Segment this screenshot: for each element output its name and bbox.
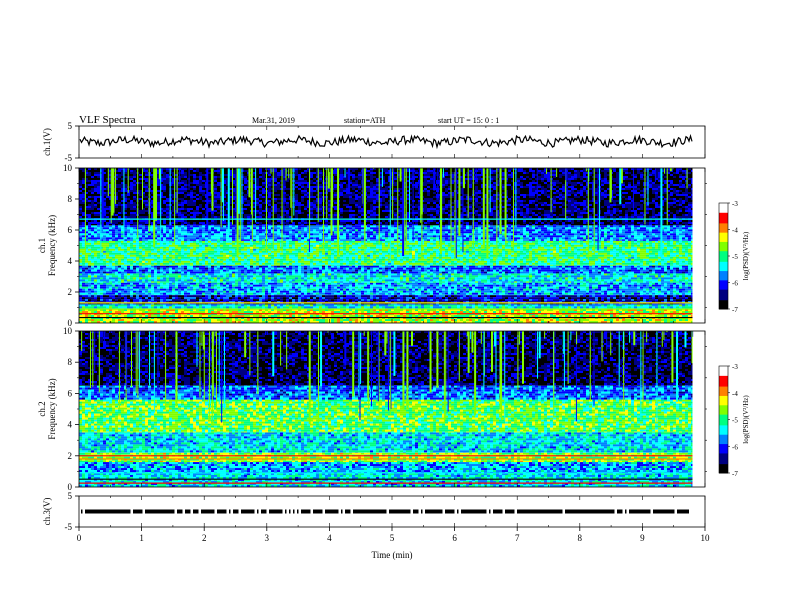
colorbar-tick-label: -3 — [732, 200, 738, 208]
colorbar-gradient — [719, 203, 728, 310]
y-axis-label: ch.2 — [37, 401, 47, 416]
y-tick-label: 5 — [68, 491, 73, 501]
ch3-signal-trace — [81, 510, 689, 514]
x-tick-label: 3 — [265, 533, 270, 543]
x-tick-label: 9 — [640, 533, 645, 543]
date-label: Mar.31, 2019 — [252, 116, 295, 125]
x-tick-label: 0 — [77, 533, 82, 543]
colorbars: -3 -4 -5 -6 -7 log(PSD)(V²/Hz) -3 -4 -5 -6 -7 log(P… — [719, 200, 750, 478]
y-tick-label: -5 — [65, 522, 73, 532]
colorbar-label: log(PSD)(V²/Hz) — [742, 395, 750, 444]
y-tick-label: 4 — [68, 256, 73, 266]
panel-ch1_waveform: 5 -5 ch.1(V) — [42, 121, 705, 163]
ch1-waveform-trace — [80, 136, 692, 147]
spectrogram-cells — [79, 168, 692, 323]
colorbar-ch2_spectrogram: -3 -4 -5 -6 -7 log(PSD)(V²/Hz) — [719, 363, 750, 478]
colorbar-gradient — [719, 366, 728, 474]
x-tick-label: 10 — [701, 533, 711, 543]
colorbar-label: log(PSD)(V²/Hz) — [742, 231, 750, 280]
time-axis: 0 1 2 3 4 5 6 7 8 9 10 Time (min) — [77, 527, 710, 560]
colorbar-tick-label: -7 — [732, 470, 738, 478]
y-tick-label: 10 — [63, 163, 73, 173]
x-tick-label: 2 — [202, 533, 207, 543]
y-tick-label: 2 — [68, 287, 73, 297]
colorbar-tick-label: -6 — [732, 443, 738, 451]
station-label: station=ATH — [344, 116, 386, 125]
y-tick-label: 8 — [68, 357, 73, 367]
y-axis-label: ch.1 — [37, 238, 47, 253]
x-tick-label: 8 — [578, 533, 583, 543]
x-axis-label: Time (min) — [372, 550, 413, 560]
colorbar-ch1_spectrogram: -3 -4 -5 -6 -7 log(PSD)(V²/Hz) — [719, 200, 750, 314]
x-tick-label: 1 — [139, 533, 144, 543]
x-tick-label: 5 — [390, 533, 395, 543]
colorbar-tick-label: -6 — [732, 280, 738, 288]
y-axis-label: Frequency (kHz) — [47, 378, 57, 439]
y-tick-label: 5 — [68, 121, 73, 131]
y-axis-label: Frequency (kHz) — [47, 215, 57, 276]
y-tick-label: 4 — [68, 420, 73, 430]
x-tick-label: 4 — [327, 533, 332, 543]
start-time-label: start UT = 15: 0 : 1 — [438, 116, 499, 125]
colorbar-tick-label: -5 — [732, 253, 738, 261]
colorbar-tick-label: -7 — [732, 306, 738, 314]
figure-title: VLF Spectra — [79, 114, 136, 126]
x-tick-label: 7 — [515, 533, 520, 543]
y-tick-label: 6 — [68, 388, 73, 398]
panel-ch3_signal: 5 -5 ch.3(V) — [42, 491, 705, 532]
colorbar-tick-label: -5 — [732, 417, 738, 425]
colorbar-tick-label: -4 — [732, 227, 738, 235]
x-tick-label: 6 — [452, 533, 457, 543]
colorbar-tick-label: -3 — [732, 363, 738, 371]
y-tick-label: 6 — [68, 225, 73, 235]
y-tick-label: 10 — [63, 326, 73, 336]
y-tick-label: 2 — [68, 451, 73, 461]
colorbar-tick-label: -4 — [732, 390, 738, 398]
y-axis-label: ch.3(V) — [42, 498, 52, 526]
y-tick-label: -5 — [65, 153, 73, 163]
y-axis-label: ch.1(V) — [42, 128, 52, 156]
y-tick-label: 8 — [68, 194, 73, 204]
